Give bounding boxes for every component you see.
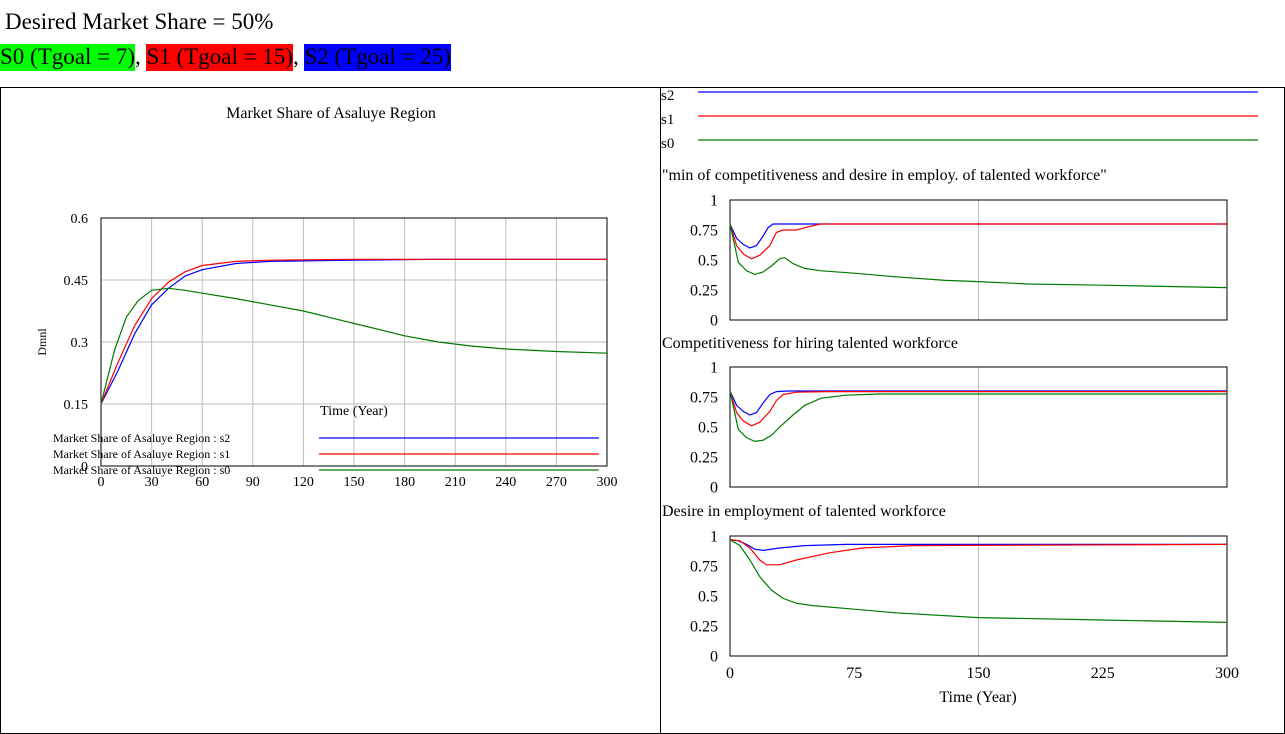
y-tick-label: 0.25 [690, 283, 718, 300]
x-tick-label: 270 [546, 475, 567, 490]
legend-label-s2: Market Share of Asaluye Region : s2 [53, 431, 230, 445]
y-axis-label: Dmnl [35, 328, 49, 356]
series-line-s1 [729, 390, 1227, 427]
y-tick-label: 1 [710, 529, 718, 546]
series-line-s1 [729, 539, 1228, 566]
chart-title: Market Share of Asaluye Region [226, 105, 436, 122]
right-legend-label-s1: s1 [661, 112, 674, 128]
desired-market-share-title: Desired Market Share = 50% [5, 9, 274, 34]
right-charts-panel: s2 s1 s0 "min of competitiveness and desire… [661, 88, 1258, 706]
x-tick-label: 180 [394, 475, 415, 490]
x-tick-label: 60 [195, 475, 209, 490]
y-tick-label: 0 [81, 460, 88, 475]
scenario-s0-label: S0 (Tgoal = 7) [0, 44, 135, 71]
x-tick-label: 210 [445, 475, 466, 490]
scenario-legend-line: S0 (Tgoal = 7), S1 (Tgoal = 15), S2 (Tgo… [0, 42, 451, 72]
y-tick-label: 0.5 [698, 253, 718, 270]
x-tick-label: 90 [246, 475, 260, 490]
x-tick-label: 30 [145, 475, 159, 490]
y-tick-label: 0.6 [71, 212, 89, 227]
series-line-s2 [100, 258, 607, 405]
legend-label-s1: Market Share of Asaluye Region : s1 [53, 447, 230, 461]
x-axis-label: Time (Year) [320, 404, 388, 419]
y-tick-label: 0.3 [71, 336, 89, 351]
y-tick-label: 0.75 [690, 390, 718, 407]
series-line-s1 [729, 223, 1227, 260]
plot-frame [729, 535, 1228, 657]
plot-frame [729, 366, 1228, 488]
series-line-s2 [729, 390, 1227, 416]
subchart-title: Competitiveness for hiring talented work… [662, 335, 958, 352]
y-tick-label: 0.5 [698, 420, 718, 437]
series-line-s0 [729, 390, 1227, 443]
series-line-s2 [729, 223, 1227, 249]
x-tick-label: 300 [1215, 665, 1239, 682]
scenario-s2-label: S2 (Tgoal = 25) [304, 44, 451, 71]
y-tick-label: 1 [710, 360, 718, 377]
x-tick-label: 0 [726, 665, 734, 682]
right-legend-label-s2: s2 [661, 88, 674, 104]
y-tick-label: 0.75 [690, 559, 718, 576]
y-tick-label: 0 [710, 313, 718, 330]
scenario-s1-label: S1 (Tgoal = 15) [146, 44, 293, 71]
subchart-title: Desire in employment of talented workfor… [662, 503, 946, 520]
x-tick-label: 0 [98, 475, 105, 490]
x-tick-label: 75 [846, 665, 862, 682]
y-tick-label: 0 [710, 649, 718, 666]
subchart-title: "min of competitiveness and desire in em… [662, 167, 1107, 184]
legend-label-s0: Market Share of Asaluye Region : s0 [53, 463, 230, 477]
x-tick-label: 150 [967, 665, 991, 682]
x-tick-label: 120 [293, 475, 314, 490]
y-tick-label: 0.75 [690, 223, 718, 240]
scenario-separator: , [134, 44, 147, 69]
x-tick-label: 240 [495, 475, 516, 490]
x-tick-label: 300 [597, 475, 618, 490]
series-line-s0 [729, 539, 1228, 623]
y-tick-label: 0.25 [690, 619, 718, 636]
x-tick-label: 150 [344, 475, 365, 490]
market-share-chart: Market Share of Asaluye Region 0 0.15 0.3 0.… [35, 105, 618, 490]
y-tick-label: 0.25 [690, 450, 718, 467]
y-tick-label: 1 [710, 193, 718, 210]
x-tick-label: 225 [1091, 665, 1115, 682]
y-tick-label: 0.15 [64, 398, 89, 413]
right-legend-label-s0: s0 [661, 136, 674, 152]
x-axis-label: Time (Year) [939, 689, 1016, 706]
scenario-separator: , [292, 44, 305, 69]
plot-frame [729, 199, 1228, 321]
plot-frame [100, 217, 608, 467]
table-divider [660, 87, 661, 734]
series-line-s1 [100, 258, 607, 405]
y-tick-label: 0.45 [64, 274, 89, 289]
series-line-s0 [100, 287, 608, 405]
y-tick-label: 0 [710, 480, 718, 497]
series-line-s0 [729, 223, 1228, 289]
y-tick-label: 0.5 [698, 589, 718, 606]
header: Desired Market Share = 50% S0 (Tgoal = 7… [0, 0, 1285, 88]
